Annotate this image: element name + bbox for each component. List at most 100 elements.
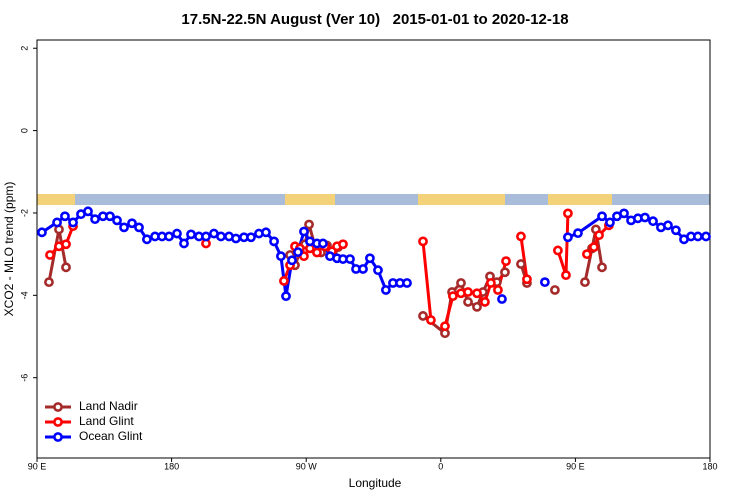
y-tick-label: -4 bbox=[19, 291, 29, 299]
point bbox=[52, 217, 62, 228]
point bbox=[127, 218, 137, 229]
point bbox=[45, 250, 55, 260]
x-tick-label: 180 bbox=[702, 461, 717, 471]
point bbox=[312, 247, 322, 258]
point bbox=[61, 239, 71, 250]
point bbox=[112, 215, 122, 226]
point bbox=[563, 232, 573, 243]
land-ocean-strip bbox=[37, 194, 710, 205]
point bbox=[539, 277, 550, 288]
point bbox=[119, 222, 129, 233]
land-band bbox=[548, 194, 612, 205]
x-tick-label: 180 bbox=[164, 461, 179, 471]
legend-label: Land Nadir bbox=[79, 399, 138, 413]
point bbox=[640, 212, 650, 223]
point bbox=[358, 264, 368, 274]
point bbox=[83, 206, 93, 217]
point bbox=[44, 277, 54, 288]
point bbox=[553, 245, 563, 256]
legend-marker bbox=[53, 432, 63, 442]
point bbox=[663, 220, 673, 231]
point bbox=[619, 208, 629, 219]
point bbox=[402, 278, 412, 288]
x-tick-label: 90 E bbox=[566, 461, 585, 471]
point bbox=[37, 227, 47, 238]
legend-marker bbox=[53, 417, 63, 427]
land-band bbox=[37, 194, 75, 205]
point bbox=[142, 234, 152, 245]
point bbox=[463, 297, 473, 307]
x-tick-label: 90 E bbox=[28, 461, 47, 471]
point bbox=[373, 265, 383, 276]
point bbox=[201, 231, 211, 242]
point bbox=[472, 288, 482, 299]
point bbox=[269, 236, 279, 247]
point bbox=[480, 297, 490, 307]
point bbox=[522, 274, 532, 285]
point bbox=[597, 211, 607, 222]
x-tick-label: 0 bbox=[438, 461, 443, 471]
point bbox=[134, 222, 144, 233]
point bbox=[164, 231, 174, 242]
point bbox=[501, 256, 511, 267]
point bbox=[648, 216, 658, 227]
y-tick-label: 0 bbox=[19, 128, 29, 133]
legend-label: Ocean Glint bbox=[79, 429, 143, 443]
point bbox=[60, 211, 70, 222]
point bbox=[418, 236, 428, 247]
point bbox=[186, 229, 196, 240]
legend-marker bbox=[53, 402, 63, 412]
point bbox=[426, 315, 436, 325]
point bbox=[497, 294, 507, 304]
point bbox=[299, 226, 309, 237]
chart-title: 17.5N-22.5N August (Ver 10) 2015-01-01 t… bbox=[181, 11, 568, 28]
ocean-band bbox=[37, 194, 710, 205]
point bbox=[516, 231, 526, 242]
point bbox=[573, 228, 583, 239]
point bbox=[605, 217, 615, 228]
point bbox=[261, 227, 271, 238]
x-tick-label: 90 W bbox=[296, 461, 318, 471]
land-band bbox=[418, 194, 505, 205]
point bbox=[304, 219, 314, 230]
point bbox=[338, 239, 348, 250]
x-axis-label: Longitude bbox=[349, 476, 402, 490]
point bbox=[597, 262, 607, 273]
legend-label: Land Glint bbox=[79, 414, 134, 428]
point bbox=[276, 251, 286, 262]
point bbox=[381, 285, 391, 295]
point bbox=[90, 214, 100, 225]
point bbox=[463, 287, 473, 297]
point bbox=[216, 231, 226, 242]
point bbox=[594, 230, 604, 241]
series-line bbox=[48, 213, 610, 327]
point bbox=[179, 238, 189, 249]
y-tick-label: -2 bbox=[19, 209, 29, 217]
point bbox=[246, 232, 256, 243]
point bbox=[692, 231, 703, 242]
point bbox=[561, 270, 571, 281]
plot-frame bbox=[36, 39, 711, 459]
point bbox=[472, 301, 482, 312]
point bbox=[550, 285, 560, 295]
point bbox=[580, 277, 590, 288]
y-tick-label: 2 bbox=[19, 46, 29, 51]
point bbox=[418, 311, 428, 321]
point bbox=[287, 255, 297, 266]
point bbox=[279, 276, 289, 286]
point bbox=[365, 253, 375, 264]
point bbox=[516, 259, 526, 269]
point bbox=[61, 262, 71, 273]
land-band bbox=[285, 194, 335, 205]
point bbox=[172, 228, 182, 239]
point bbox=[448, 291, 458, 302]
point bbox=[281, 291, 291, 302]
point bbox=[701, 231, 711, 242]
point bbox=[318, 238, 328, 249]
point bbox=[671, 225, 681, 236]
point bbox=[500, 267, 510, 278]
point bbox=[68, 217, 78, 228]
point bbox=[563, 208, 573, 219]
point bbox=[293, 247, 303, 257]
